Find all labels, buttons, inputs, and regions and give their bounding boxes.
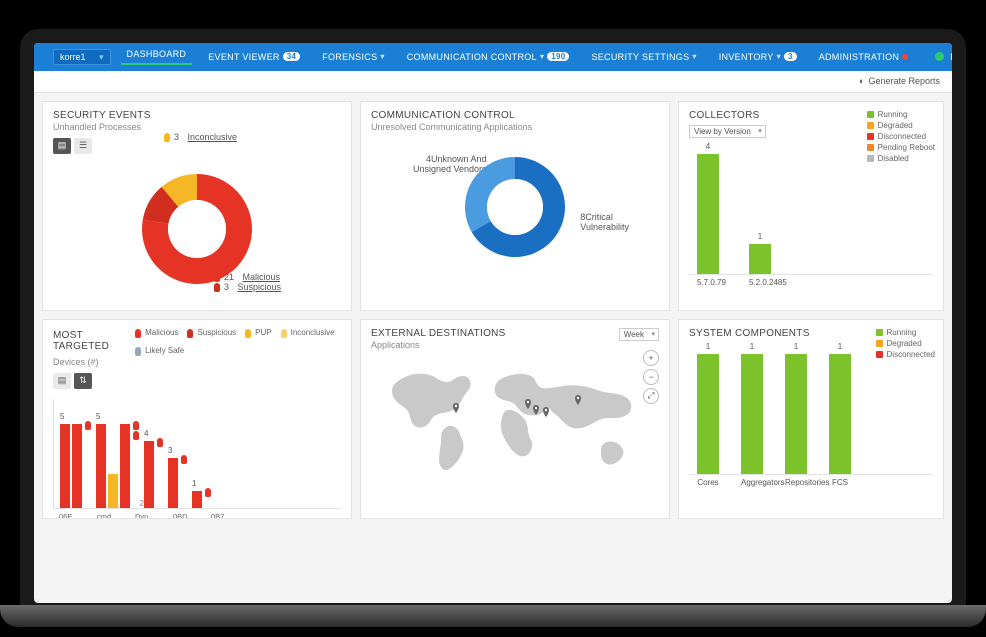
panel-subtitle: Applications <box>371 340 659 350</box>
world-map[interactable] <box>371 350 659 480</box>
panel-subtitle: Unresolved Communicating Applications <box>371 122 659 132</box>
gauge-icon: ◐ <box>859 76 864 86</box>
inventory-badge: 3 <box>784 52 797 61</box>
nav-administration[interactable]: ADMINISTRATION <box>813 52 915 62</box>
components-legend: RunningDegradedDisconnected <box>876 328 935 361</box>
nav-forensics[interactable]: FORENSICS▾ <box>316 52 391 62</box>
view-list-button[interactable]: ⇅ <box>74 373 92 389</box>
bug-icon <box>213 282 221 292</box>
sub-toolbar: ◐ Generate Reports <box>34 71 952 93</box>
chevron-down-icon: ▾ <box>692 52 696 61</box>
organization-select[interactable]: korre1 <box>53 49 111 65</box>
zoom-in-button[interactable]: + <box>643 350 659 366</box>
collectors-legend: RunningDegradedDisconnectedPending Reboo… <box>867 110 935 165</box>
zoom-reset-button[interactable]: ⤢ <box>643 388 659 404</box>
view-grid-button[interactable]: ▤ <box>53 373 71 389</box>
event-viewer-badge: 34 <box>283 52 301 61</box>
panel-subtitle: Devices (#) <box>53 357 341 367</box>
view-grid-button[interactable]: ▤ <box>53 138 71 154</box>
panel-title: MOST TARGETED <box>53 330 124 352</box>
alert-dot-icon <box>902 54 908 60</box>
bug-icon <box>163 132 171 142</box>
zoom-out-button[interactable]: − <box>643 369 659 385</box>
panel-subtitle: Unhandled Processes <box>53 122 341 132</box>
view-list-button[interactable]: ☰ <box>74 138 92 154</box>
mode-dropdown[interactable]: Prevention▾ <box>944 52 952 62</box>
components-chart: 1111 <box>689 345 933 475</box>
bug-icon <box>213 272 221 282</box>
nav-administration-label: ADMINISTRATION <box>819 52 900 62</box>
nav-event-viewer-label: EVENT VIEWER <box>208 52 279 62</box>
most-targeted-chart: 552431 <box>53 399 341 509</box>
nav-inventory-label: INVENTORY <box>719 52 774 62</box>
inconclusive-label: 3 Inconclusive <box>163 132 237 142</box>
comm-control-badge: 190 <box>547 52 569 61</box>
brand-logo-icon <box>42 50 43 64</box>
time-range-select[interactable]: Week <box>619 328 659 341</box>
security-events-donut <box>142 174 252 284</box>
nav-security-settings[interactable]: SECURITY SETTINGS▾ <box>585 52 702 62</box>
critical-vuln-label: 8Critical Vulnerability <box>580 212 629 232</box>
most-targeted-legend: MaliciousSuspiciousPUPInconclusiveLikely… <box>134 328 341 356</box>
security-events-panel: SECURITY EVENTS Unhandled Processes ▤ ☰ … <box>42 101 352 311</box>
nav-comm-control-label: COMMUNICATION CONTROL <box>407 52 537 62</box>
system-components-panel: SYSTEM COMPONENTS RunningDegradedDisconn… <box>678 319 944 519</box>
chevron-down-icon: ▾ <box>540 52 544 61</box>
collectors-panel: COLLECTORS View by Version RunningDegrad… <box>678 101 944 311</box>
nav-event-viewer[interactable]: EVENT VIEWER 34 <box>202 52 306 62</box>
collectors-view-select[interactable]: View by Version <box>689 125 766 138</box>
generate-reports-link[interactable]: Generate Reports <box>868 76 940 86</box>
panel-title: COMMUNICATION CONTROL <box>371 110 659 121</box>
nav-security-settings-label: SECURITY SETTINGS <box>591 52 689 62</box>
nav-inventory[interactable]: INVENTORY▾3 <box>713 52 803 62</box>
top-nav-bar: korre1 DASHBOARD EVENT VIEWER 34 FORENSIC… <box>34 43 952 71</box>
nav-dashboard[interactable]: DASHBOARD <box>121 49 193 65</box>
chevron-down-icon: ▾ <box>777 52 781 61</box>
nav-communication-control[interactable]: COMMUNICATION CONTROL▾190 <box>401 52 576 62</box>
malicious-label: 21 Malicious 3 Suspicious <box>213 272 281 292</box>
panel-title: SECURITY EVENTS <box>53 110 341 121</box>
chevron-down-icon: ▾ <box>380 52 384 61</box>
most-targeted-panel: MOST TARGETED MaliciousSuspiciousPUPInco… <box>42 319 352 519</box>
mode-label: Prevention <box>950 52 952 62</box>
communication-control-panel: COMMUNICATION CONTROL Unresolved Communi… <box>360 101 670 311</box>
external-destinations-panel: EXTERNAL DESTINATIONS Applications Week … <box>360 319 670 519</box>
panel-title: EXTERNAL DESTINATIONS <box>371 328 659 339</box>
nav-forensics-label: FORENSICS <box>322 52 377 62</box>
communication-control-donut <box>465 157 565 257</box>
